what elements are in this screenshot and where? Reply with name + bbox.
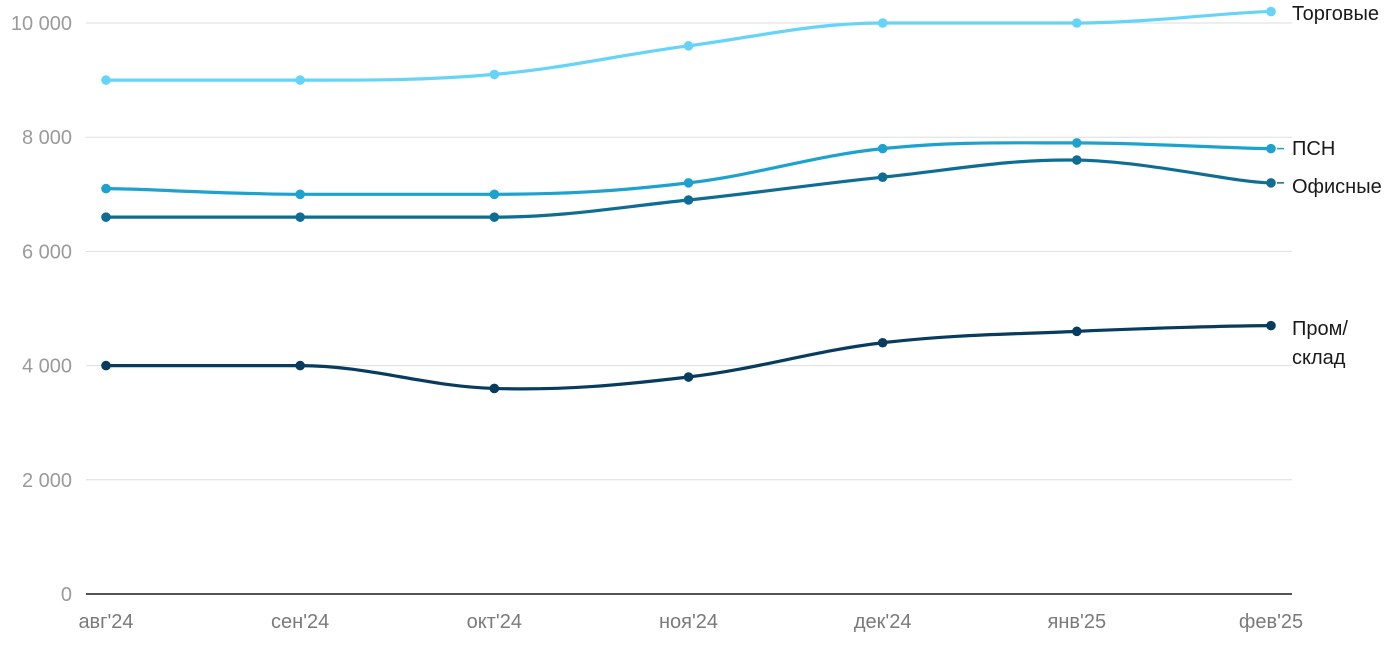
x-tick-label: сен'24 [271,611,329,633]
series-label: склад [1292,347,1346,369]
x-tick-label: фев'25 [1239,611,1303,633]
series-2 [101,155,1276,222]
x-tick-label: ноя'24 [659,611,718,633]
series-label: ПСН [1292,138,1335,160]
y-axis-ticks: 0 2 000 4 000 6 000 8 000 10 000 [11,13,72,606]
y-tick-label: 8 000 [22,127,72,149]
series-label: Торговые [1292,3,1379,25]
x-tick-label: дек'24 [854,611,912,633]
data-point [877,172,888,182]
data-point [1072,138,1082,148]
series-label: Офисные [1292,176,1382,198]
data-point [295,189,305,200]
series-group [101,6,1276,394]
grid-lines [86,22,1292,481]
series-labels: Торговые ПСН Офисные Пром/склад [1277,3,1382,369]
data-point [1266,143,1276,154]
data-point [489,212,500,222]
data-point [489,189,500,200]
y-tick-label: 0 [61,584,72,606]
data-point [1266,6,1276,17]
x-axis-ticks: авг'24 сен'24 окт'24 ноя'24 дек'24 янв'25 фев'… [78,611,1303,633]
data-point [489,69,500,80]
x-tick-label: янв'25 [1048,611,1107,633]
series-3 [101,320,1276,394]
data-point [101,360,111,371]
data-point [295,212,305,222]
data-point [489,383,500,394]
series-line [104,158,1273,219]
series-1 [101,138,1276,200]
data-point [295,360,305,371]
data-point [683,372,694,382]
data-point [877,337,888,348]
y-tick-label: 10 000 [11,13,72,35]
data-point [1266,320,1276,331]
data-point [877,143,888,154]
data-point [101,212,111,222]
data-point [1072,18,1082,28]
data-point [683,195,694,205]
series-0 [101,6,1276,85]
data-point [683,41,694,51]
data-point [683,178,694,188]
series-label: Пром/ [1292,318,1348,340]
data-point [1266,178,1276,188]
data-point [295,75,305,85]
data-point [1072,326,1082,337]
y-tick-label: 6 000 [22,241,72,263]
data-point [101,75,111,85]
data-point [1072,155,1082,165]
data-point [101,183,111,194]
x-tick-label: окт'24 [467,611,522,633]
x-tick-label: авг'24 [78,611,133,633]
data-point [877,18,888,28]
y-tick-label: 2 000 [22,470,72,492]
y-tick-label: 4 000 [22,356,72,378]
